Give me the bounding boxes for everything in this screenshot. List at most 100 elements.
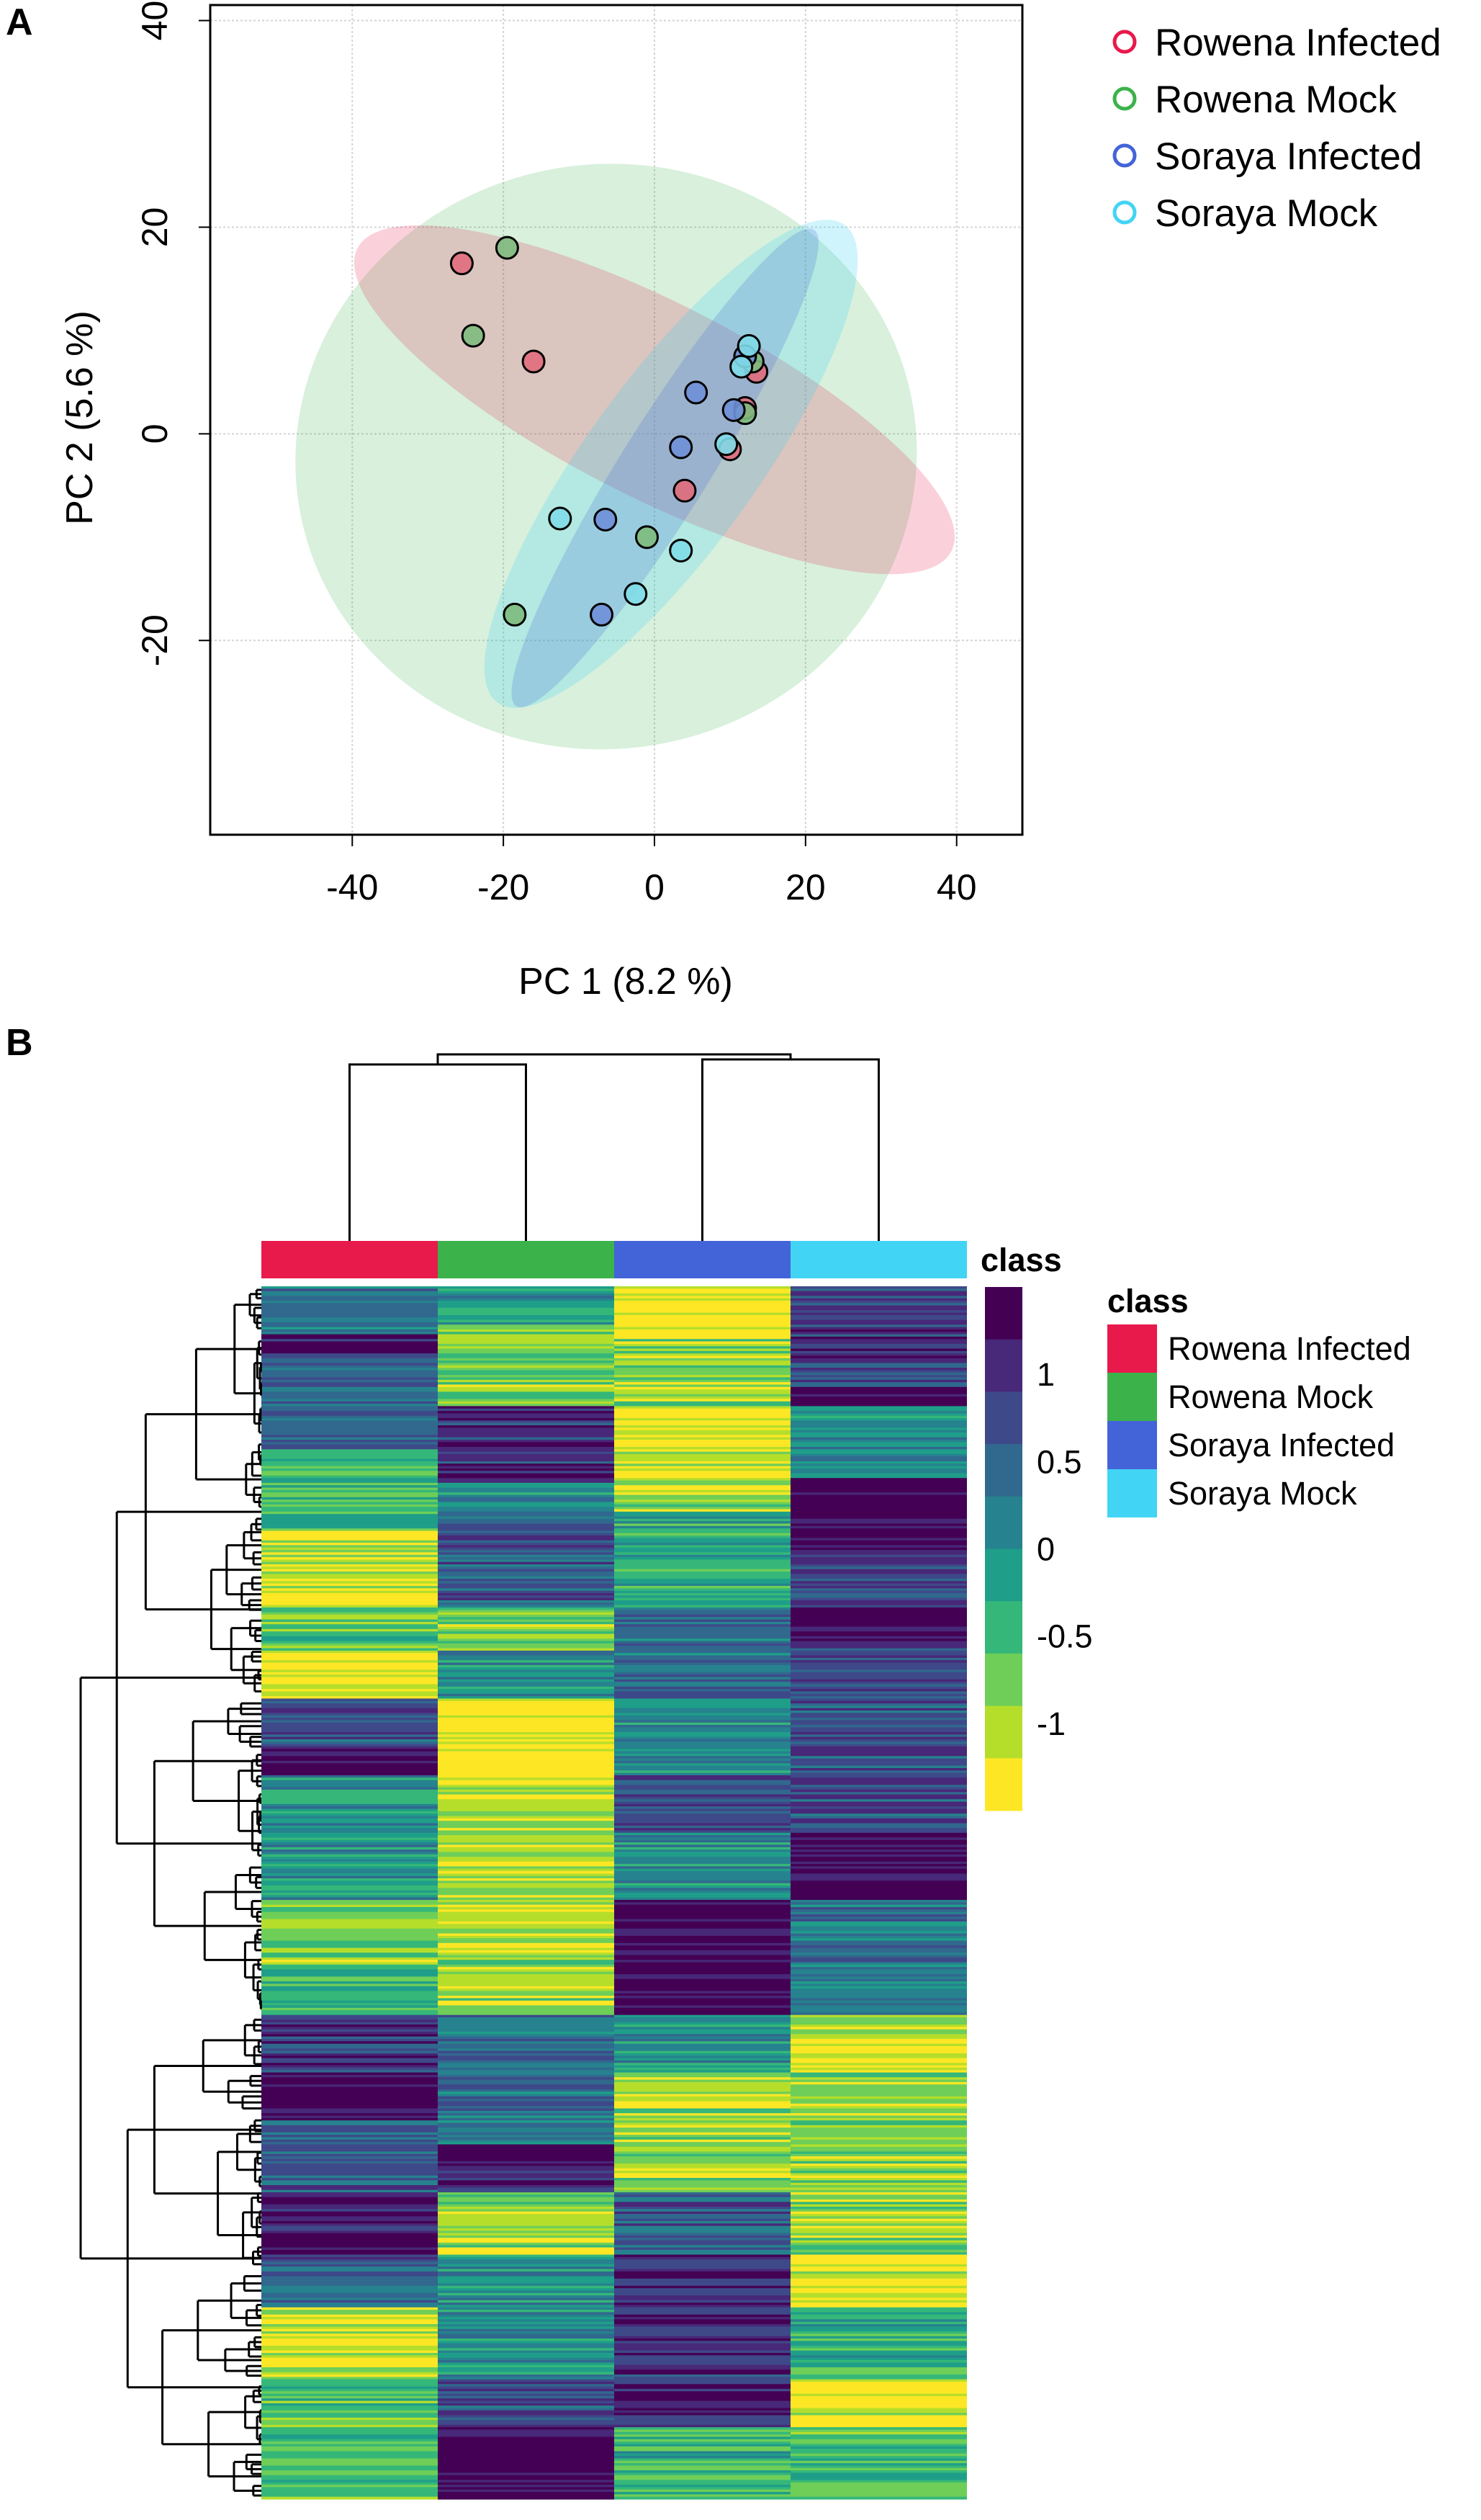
heatmap-cell (438, 1485, 614, 1489)
heatmap-cell (261, 1525, 438, 1529)
heatmap-cell (791, 1806, 967, 1810)
heatmap-cell (438, 2441, 614, 2445)
heatmap-cell (438, 1744, 614, 1747)
heatmap-cell (791, 2240, 967, 2243)
heatmap-cell (791, 1842, 967, 1846)
heatmap-cell (614, 1655, 791, 1659)
heatmap-cell (791, 1286, 967, 1289)
heatmap-cell (791, 1950, 967, 1953)
heatmap-cell (261, 2417, 438, 2421)
heatmap-cell (791, 2355, 967, 2359)
heatmap-cell (614, 2077, 791, 2081)
heatmap-cell (438, 2211, 614, 2215)
heatmap-cell (438, 1842, 614, 1846)
heatmap-cell (791, 2314, 967, 2318)
heatmap-cell (261, 1300, 438, 1304)
heatmap-cell (261, 2271, 438, 2274)
heatmap-cell (438, 2439, 614, 2442)
heatmap-cell (438, 2041, 614, 2045)
heatmap-cell (614, 2194, 791, 2198)
heatmap-cell (261, 1906, 438, 1910)
heatmap-cell (614, 2439, 791, 2442)
heatmap-cell (614, 2451, 791, 2454)
heatmap-cell (261, 1672, 438, 1675)
heatmap-cell (261, 2233, 438, 2236)
heatmap-cell (261, 1931, 438, 1934)
heatmap-cell (614, 1974, 791, 1978)
heatmap-cell (438, 1375, 614, 1378)
heatmap-cell (438, 1641, 614, 1644)
heatmap-cell (438, 1765, 614, 1769)
heatmap-cell (791, 2178, 967, 2181)
heatmap-cell (614, 1660, 791, 1664)
heatmap-cell (791, 2285, 967, 2289)
heatmap-cell (791, 1499, 967, 1503)
heatmap-cell (438, 2110, 614, 2114)
heatmap-cell (791, 1317, 967, 1321)
heatmap-cell (438, 1411, 614, 1414)
heatmap-cell (438, 2400, 614, 2404)
heatmap-cell (261, 2415, 438, 2418)
heatmap-cell (614, 1518, 791, 1522)
heatmap-cell (438, 1686, 614, 1690)
heatmap-cell (261, 2142, 438, 2145)
heatmap-cell (261, 2220, 438, 2224)
heatmap-cell (614, 2470, 791, 2473)
heatmap-cell (791, 2103, 967, 2107)
heatmap-cell (614, 2288, 791, 2292)
heatmap-cell (791, 2050, 967, 2054)
heatmap-cell (261, 1924, 438, 1927)
heatmap-cell (791, 1461, 967, 1464)
heatmap-cell (438, 1372, 614, 1376)
heatmap-cell (261, 1430, 438, 1433)
heatmap-cell (438, 1571, 614, 1574)
heatmap-cell (614, 1674, 791, 1678)
heatmap-cell (438, 1406, 614, 1409)
heatmap-cell (438, 2470, 614, 2473)
heatmap-cell (261, 1504, 438, 1507)
heatmap-cell (438, 1720, 614, 1723)
heatmap-cell (614, 2374, 791, 2377)
heatmap-cell (261, 1696, 438, 1700)
heatmap-cell (261, 1521, 438, 1525)
heatmap-cell (614, 2189, 791, 2193)
heatmap-cell (438, 2283, 614, 2287)
heatmap-cell (438, 2099, 614, 2102)
heatmap-cell (791, 2106, 967, 2109)
heatmap-cell (791, 1631, 967, 1635)
heatmap-cell (261, 2156, 438, 2160)
heatmap-cell (614, 2405, 791, 2409)
heatmap-cell (261, 2182, 438, 2186)
annotation-soraya-mock (791, 1241, 967, 1278)
heatmap-cell (614, 2086, 791, 2090)
heatmap-cell (261, 1404, 438, 1407)
heatmap-cell (261, 2384, 438, 2387)
heatmap-cell (438, 1878, 614, 1881)
heatmap-cell (438, 1911, 614, 1915)
heatmap-cell (261, 1808, 438, 1812)
heatmap-cell (791, 2339, 967, 2341)
heatmap-cell (791, 1355, 967, 1359)
heatmap-cell (438, 1830, 614, 1834)
heatmap-cell (614, 1305, 791, 1309)
heatmap-cell (614, 2256, 791, 2260)
heatmap-cell (438, 2029, 614, 2032)
heatmap-cell (791, 1291, 967, 1294)
heatmap-cell (791, 2463, 967, 2467)
heatmap-cell (791, 1775, 967, 1778)
heatmap-cell (438, 1660, 614, 1664)
heatmap-cell (614, 1976, 791, 1980)
heatmap-cell (614, 2377, 791, 2380)
heatmap-cell (791, 1924, 967, 1927)
heatmap-cell (791, 1617, 967, 1620)
heatmap-cell (261, 2081, 438, 2085)
heatmap-cell (614, 2091, 791, 2095)
heatmap-cell (261, 2238, 438, 2241)
heatmap-cell (791, 2357, 967, 2361)
heatmap-cell (261, 1785, 438, 1788)
heatmap-cell (614, 2278, 791, 2282)
heatmap-cell (438, 1751, 614, 1754)
heatmap-cell (791, 1382, 967, 1386)
heatmap-cell (791, 1715, 967, 1718)
heatmap-cell (438, 1612, 614, 1615)
